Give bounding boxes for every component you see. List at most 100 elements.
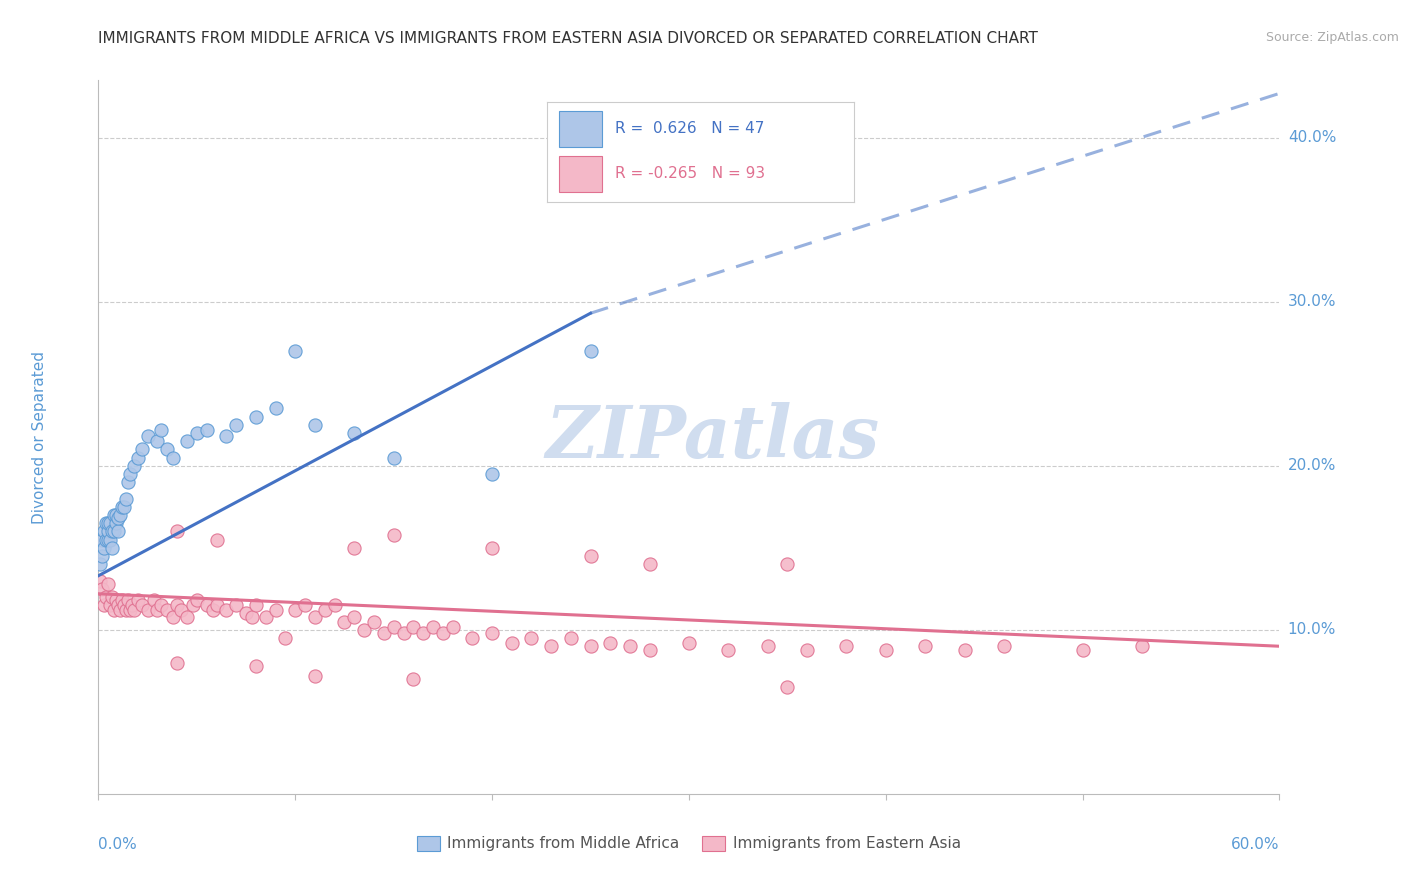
Point bbox=[215, 429, 238, 443]
Point bbox=[117, 475, 139, 490]
Point bbox=[333, 615, 356, 629]
Point bbox=[118, 603, 141, 617]
Point bbox=[993, 639, 1015, 653]
Text: IMMIGRANTS FROM MIDDLE AFRICA VS IMMIGRANTS FROM EASTERN ASIA DIVORCED OR SEPARA: IMMIGRANTS FROM MIDDLE AFRICA VS IMMIGRA… bbox=[98, 31, 1038, 46]
Text: 0.0%: 0.0% bbox=[98, 837, 138, 852]
Point bbox=[540, 639, 562, 653]
Point bbox=[127, 593, 149, 607]
Legend: Immigrants from Middle Africa, Immigrants from Eastern Asia: Immigrants from Middle Africa, Immigrant… bbox=[411, 830, 967, 857]
Point bbox=[115, 491, 138, 506]
Point bbox=[382, 527, 405, 541]
Point bbox=[796, 642, 818, 657]
Point bbox=[402, 672, 425, 686]
Point bbox=[264, 401, 287, 416]
Text: R = -0.265   N = 93: R = -0.265 N = 93 bbox=[614, 166, 765, 181]
Point bbox=[363, 615, 385, 629]
Point bbox=[776, 558, 799, 572]
Point bbox=[914, 639, 936, 653]
Point bbox=[186, 425, 208, 440]
Point bbox=[162, 450, 184, 465]
Point bbox=[195, 599, 218, 613]
Point bbox=[314, 603, 336, 617]
Point bbox=[93, 541, 115, 555]
Text: Source: ZipAtlas.com: Source: ZipAtlas.com bbox=[1265, 31, 1399, 45]
Point bbox=[245, 659, 267, 673]
Point bbox=[432, 626, 454, 640]
Point bbox=[166, 524, 188, 539]
Point bbox=[599, 636, 621, 650]
Point bbox=[835, 639, 858, 653]
Point bbox=[205, 599, 228, 613]
Bar bbox=[560, 111, 603, 146]
Point bbox=[756, 639, 779, 653]
Point bbox=[304, 669, 326, 683]
Point bbox=[373, 626, 395, 640]
Point bbox=[294, 599, 316, 613]
Text: 10.0%: 10.0% bbox=[1288, 623, 1336, 638]
Point bbox=[501, 636, 523, 650]
Point bbox=[284, 343, 307, 358]
Point bbox=[97, 533, 120, 547]
Point bbox=[284, 603, 307, 617]
Point bbox=[235, 607, 257, 621]
Point bbox=[101, 524, 124, 539]
Point bbox=[875, 642, 897, 657]
Point bbox=[343, 541, 366, 555]
Point bbox=[111, 500, 134, 514]
Point bbox=[619, 639, 641, 653]
Point bbox=[441, 619, 464, 633]
Point bbox=[96, 533, 118, 547]
Point bbox=[108, 508, 131, 522]
Point bbox=[412, 626, 434, 640]
Point bbox=[638, 642, 661, 657]
Point bbox=[111, 593, 134, 607]
Point bbox=[1071, 642, 1094, 657]
Point bbox=[323, 599, 346, 613]
Point bbox=[481, 541, 503, 555]
Point bbox=[176, 609, 198, 624]
Text: ZIPatlas: ZIPatlas bbox=[546, 401, 880, 473]
Point bbox=[343, 425, 366, 440]
Point bbox=[717, 642, 740, 657]
Point bbox=[121, 599, 143, 613]
Point bbox=[402, 619, 425, 633]
Point bbox=[127, 450, 149, 465]
Point bbox=[225, 417, 247, 432]
Point bbox=[678, 636, 700, 650]
Point bbox=[254, 609, 277, 624]
Point bbox=[122, 603, 145, 617]
Point bbox=[117, 593, 139, 607]
Point bbox=[101, 590, 124, 604]
Point bbox=[91, 582, 114, 596]
Point bbox=[481, 467, 503, 481]
Point bbox=[201, 603, 224, 617]
Text: 40.0%: 40.0% bbox=[1288, 130, 1336, 145]
Point bbox=[112, 599, 135, 613]
Point bbox=[103, 603, 125, 617]
Point bbox=[181, 599, 204, 613]
Text: 60.0%: 60.0% bbox=[1232, 837, 1279, 852]
Point bbox=[96, 590, 118, 604]
Point bbox=[166, 599, 188, 613]
Point bbox=[156, 603, 179, 617]
Point bbox=[146, 434, 169, 449]
Point bbox=[240, 609, 263, 624]
Point bbox=[422, 619, 444, 633]
Point bbox=[98, 533, 121, 547]
Point bbox=[353, 623, 375, 637]
Point bbox=[274, 631, 297, 645]
Point bbox=[264, 603, 287, 617]
Point bbox=[118, 467, 141, 481]
Point bbox=[103, 508, 125, 522]
Text: Divorced or Separated: Divorced or Separated bbox=[32, 351, 46, 524]
Point bbox=[97, 577, 120, 591]
Point bbox=[245, 599, 267, 613]
Point bbox=[107, 511, 129, 525]
Point bbox=[107, 524, 129, 539]
Point bbox=[215, 603, 238, 617]
Point bbox=[245, 409, 267, 424]
Point bbox=[105, 516, 128, 531]
Point bbox=[162, 609, 184, 624]
Point bbox=[195, 423, 218, 437]
Point bbox=[156, 442, 179, 457]
